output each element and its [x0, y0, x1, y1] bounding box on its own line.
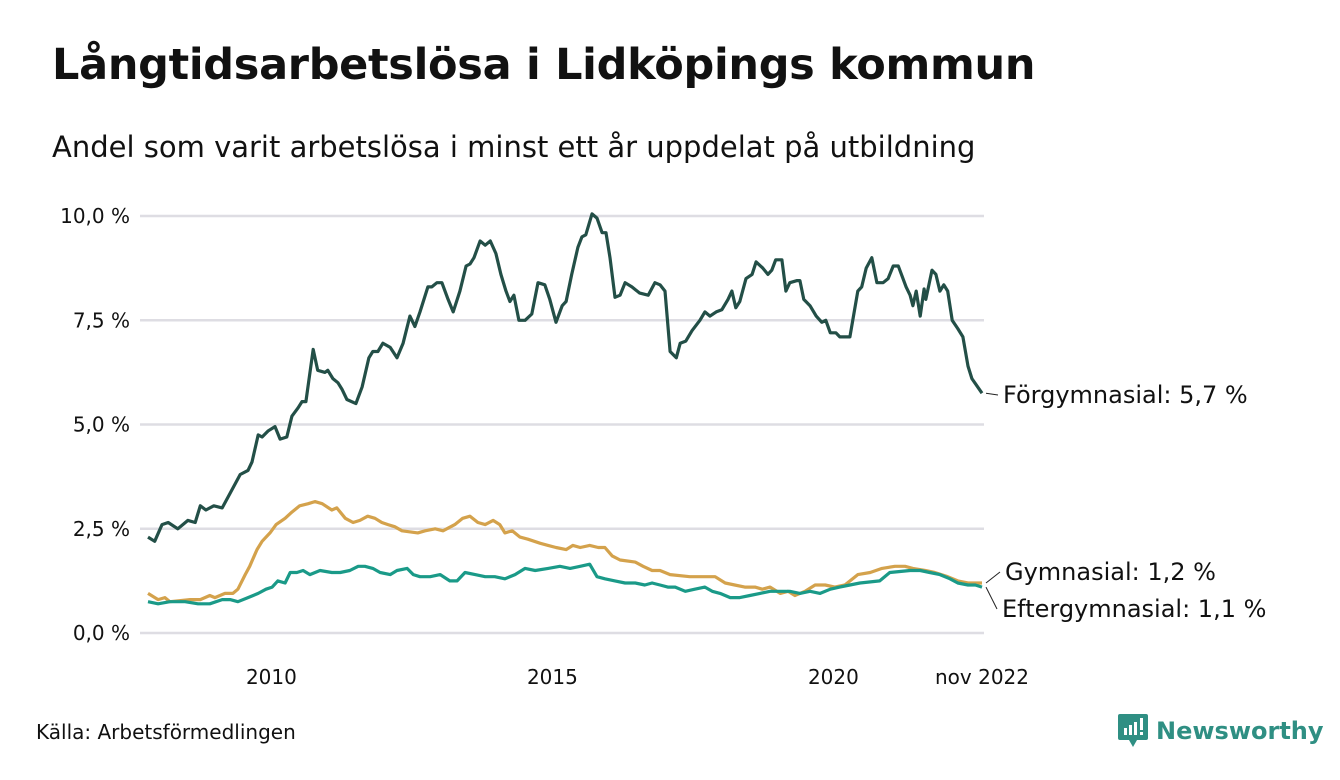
end-label-connector	[985, 392, 999, 396]
newsworthy-logo[interactable]: Newsworthy	[1118, 714, 1324, 748]
y-tick-label: 0,0 %	[73, 621, 130, 645]
x-tick-label: nov 2022	[935, 665, 1029, 689]
series-line-gymnasial	[147, 500, 982, 604]
x-tick-label: 2010	[246, 665, 297, 689]
chart-subtitle: Andel som varit arbetslösa i minst ett å…	[52, 130, 976, 164]
end-label-connector	[985, 571, 1001, 584]
end-label-connector	[985, 586, 998, 610]
series-line-eftergymnasial	[147, 562, 983, 606]
chart-title: Långtidsarbetslösa i Lidköpings kommun	[52, 40, 1036, 90]
x-tick-label: 2015	[527, 665, 578, 689]
newsworthy-logo-icon	[1118, 714, 1148, 747]
newsworthy-logo-text: Newsworthy	[1156, 717, 1324, 745]
end-label-eftergymnasial: Eftergymnasial: 1,1 %	[1002, 595, 1266, 623]
series-line-förgymnasial	[147, 212, 984, 543]
source-note: Källa: Arbetsförmedlingen	[36, 720, 296, 744]
x-tick-label: 2020	[808, 665, 859, 689]
y-tick-label: 5,0 %	[73, 413, 130, 437]
end-label-förgymnasial: Förgymnasial: 5,7 %	[1003, 381, 1248, 409]
y-tick-label: 2,5 %	[73, 517, 130, 541]
y-tick-label: 7,5 %	[73, 308, 130, 332]
end-label-gymnasial: Gymnasial: 1,2 %	[1005, 558, 1216, 586]
y-tick-label: 10,0 %	[60, 204, 130, 228]
